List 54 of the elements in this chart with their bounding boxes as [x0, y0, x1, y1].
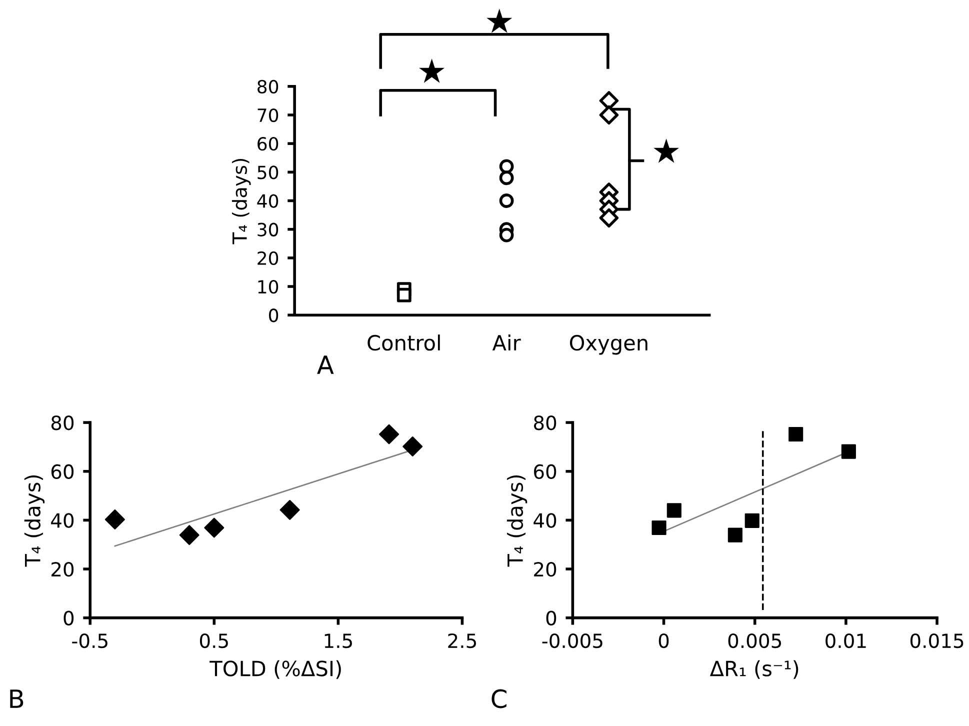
y-tick-label: 60 — [258, 137, 278, 151]
y-tick-label: 70 — [258, 108, 278, 122]
y-tick-label: 80 — [51, 415, 74, 430]
y-tick-label: 50 — [258, 166, 278, 180]
point — [179, 525, 200, 546]
y-tick-label: 40 — [257, 194, 278, 208]
point — [204, 518, 224, 538]
text: C — [492, 689, 506, 708]
point — [280, 500, 300, 520]
point — [104, 509, 125, 530]
point — [379, 424, 400, 444]
y-tick-label: 40 — [51, 513, 74, 528]
annotation: ★ — [654, 138, 680, 163]
y-tick-label: 20 — [534, 562, 556, 577]
x-tick-label: 0 — [658, 633, 669, 648]
text: A — [317, 356, 334, 374]
x-tick-label: 0.5 — [200, 633, 228, 648]
x-tick-label: 1.5 — [324, 634, 352, 648]
x-tick-label: -0.005 — [542, 633, 602, 648]
point — [744, 513, 760, 528]
point — [666, 503, 682, 518]
y-tick-label: 10 — [258, 280, 278, 294]
point — [402, 436, 423, 456]
x-tick-label: -0.5 — [72, 633, 108, 648]
point — [652, 520, 666, 536]
x-axis-title: TOLD (%ΔSI) — [210, 660, 341, 679]
text: ★ — [486, 8, 512, 33]
x-tick-label: Air — [492, 334, 521, 350]
y-tick-label: 80 — [534, 415, 556, 430]
y-tick-label: 40 — [534, 513, 556, 528]
text: ★ — [419, 58, 445, 83]
x-tick-label: 0.01 — [826, 633, 866, 648]
y-tick-label: 20 — [52, 562, 74, 577]
y-tick-label: 0 — [546, 610, 556, 626]
y-tick-label: 0 — [269, 308, 278, 322]
point — [841, 444, 856, 459]
y-axis-title: T₄ (days) — [232, 158, 251, 244]
point — [728, 528, 742, 542]
text: B — [10, 690, 24, 708]
x-tick-label: 0.005 — [728, 633, 781, 648]
x-tick-label: Control — [368, 334, 440, 351]
x-tick-label: 0.015 — [910, 633, 964, 648]
y-tick-label: 0 — [64, 610, 74, 626]
x-axis-title: ΔR₁ (s⁻¹) — [710, 660, 798, 679]
point — [788, 426, 804, 442]
y-tick-label: 30 — [258, 222, 278, 236]
x-tick-label: Oxygen — [570, 334, 648, 355]
y-axis-title: T₄ (days) — [506, 475, 528, 567]
y-tick-label: 60 — [51, 464, 74, 480]
y-tick-label: 60 — [534, 464, 556, 480]
y-axis-title: T₄ (days) — [24, 475, 45, 567]
x-tick-label: 2.5 — [448, 633, 476, 648]
y-tick-label: 20 — [258, 251, 278, 266]
y-tick-label: 80 — [258, 80, 278, 94]
